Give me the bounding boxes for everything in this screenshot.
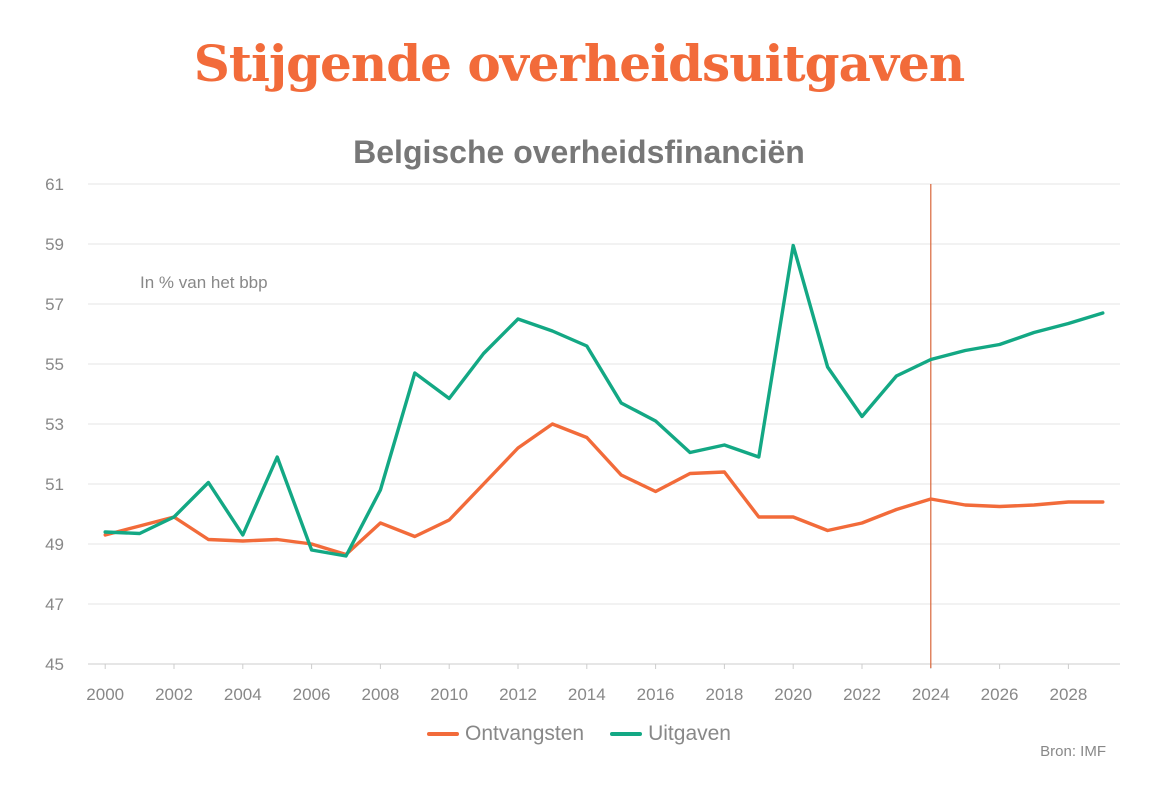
y-tick-label-51: 51 xyxy=(45,475,64,494)
series-lines xyxy=(103,243,1105,558)
y-tick-label-45: 45 xyxy=(45,655,64,674)
axes xyxy=(88,663,1120,669)
y-tick-label-47: 47 xyxy=(45,595,64,614)
legend-item-ontvangsten: Ontvangsten xyxy=(427,722,584,746)
headline: Stijgende overheidsuitgaven xyxy=(193,34,965,93)
legend-label-uitgaven: Uitgaven xyxy=(648,722,731,745)
x-tick-label-2018: 2018 xyxy=(705,685,743,704)
series-line-ontvangsten xyxy=(103,422,1105,557)
y-tick-label-61: 61 xyxy=(45,175,64,194)
chart-title: Belgische overheidsfinanciën xyxy=(353,134,805,170)
x-tick-label-2022: 2022 xyxy=(843,685,881,704)
y-tick-label-57: 57 xyxy=(45,295,64,314)
x-tick-label-2004: 2004 xyxy=(224,685,262,704)
x-tick-label-2002: 2002 xyxy=(155,685,193,704)
y-tick-labels: 45 47 49 51 53 55 57 59 61 xyxy=(45,175,64,674)
legend: Ontvangsten Uitgaven xyxy=(0,722,1158,746)
grid-lines xyxy=(88,183,1120,605)
x-tick-label-2028: 2028 xyxy=(1049,685,1087,704)
unit-annotation: In % van het bbp xyxy=(140,273,268,292)
x-tick-label-2012: 2012 xyxy=(499,685,537,704)
y-tick-label-59: 59 xyxy=(45,235,64,254)
x-tick-label-2006: 2006 xyxy=(293,685,331,704)
x-tick-labels: 2000 2002 2004 2006 2008 2010 2012 2014 2016 2018… xyxy=(86,685,1087,704)
x-tick-label-2020: 2020 xyxy=(774,685,812,704)
x-tick-label-2010: 2010 xyxy=(430,685,468,704)
x-tick-label-2014: 2014 xyxy=(568,685,606,704)
legend-item-uitgaven: Uitgaven xyxy=(610,722,731,746)
y-tick-label-53: 53 xyxy=(45,415,64,434)
legend-swatch-uitgaven xyxy=(610,732,643,736)
y-tick-label-49: 49 xyxy=(45,535,64,554)
x-tick-label-2024: 2024 xyxy=(912,685,950,704)
x-tick-label-2026: 2026 xyxy=(981,685,1019,704)
series-line-uitgaven xyxy=(103,243,1105,558)
legend-swatch-ontvangsten xyxy=(427,732,459,736)
y-tick-label-55: 55 xyxy=(45,355,64,374)
x-tick-label-2008: 2008 xyxy=(361,685,399,704)
source-note: Bron: IMF xyxy=(1040,743,1106,760)
x-tick-label-2016: 2016 xyxy=(637,685,675,704)
x-tick-label-2000: 2000 xyxy=(86,685,124,704)
legend-label-ontvangsten: Ontvangsten xyxy=(465,722,585,745)
